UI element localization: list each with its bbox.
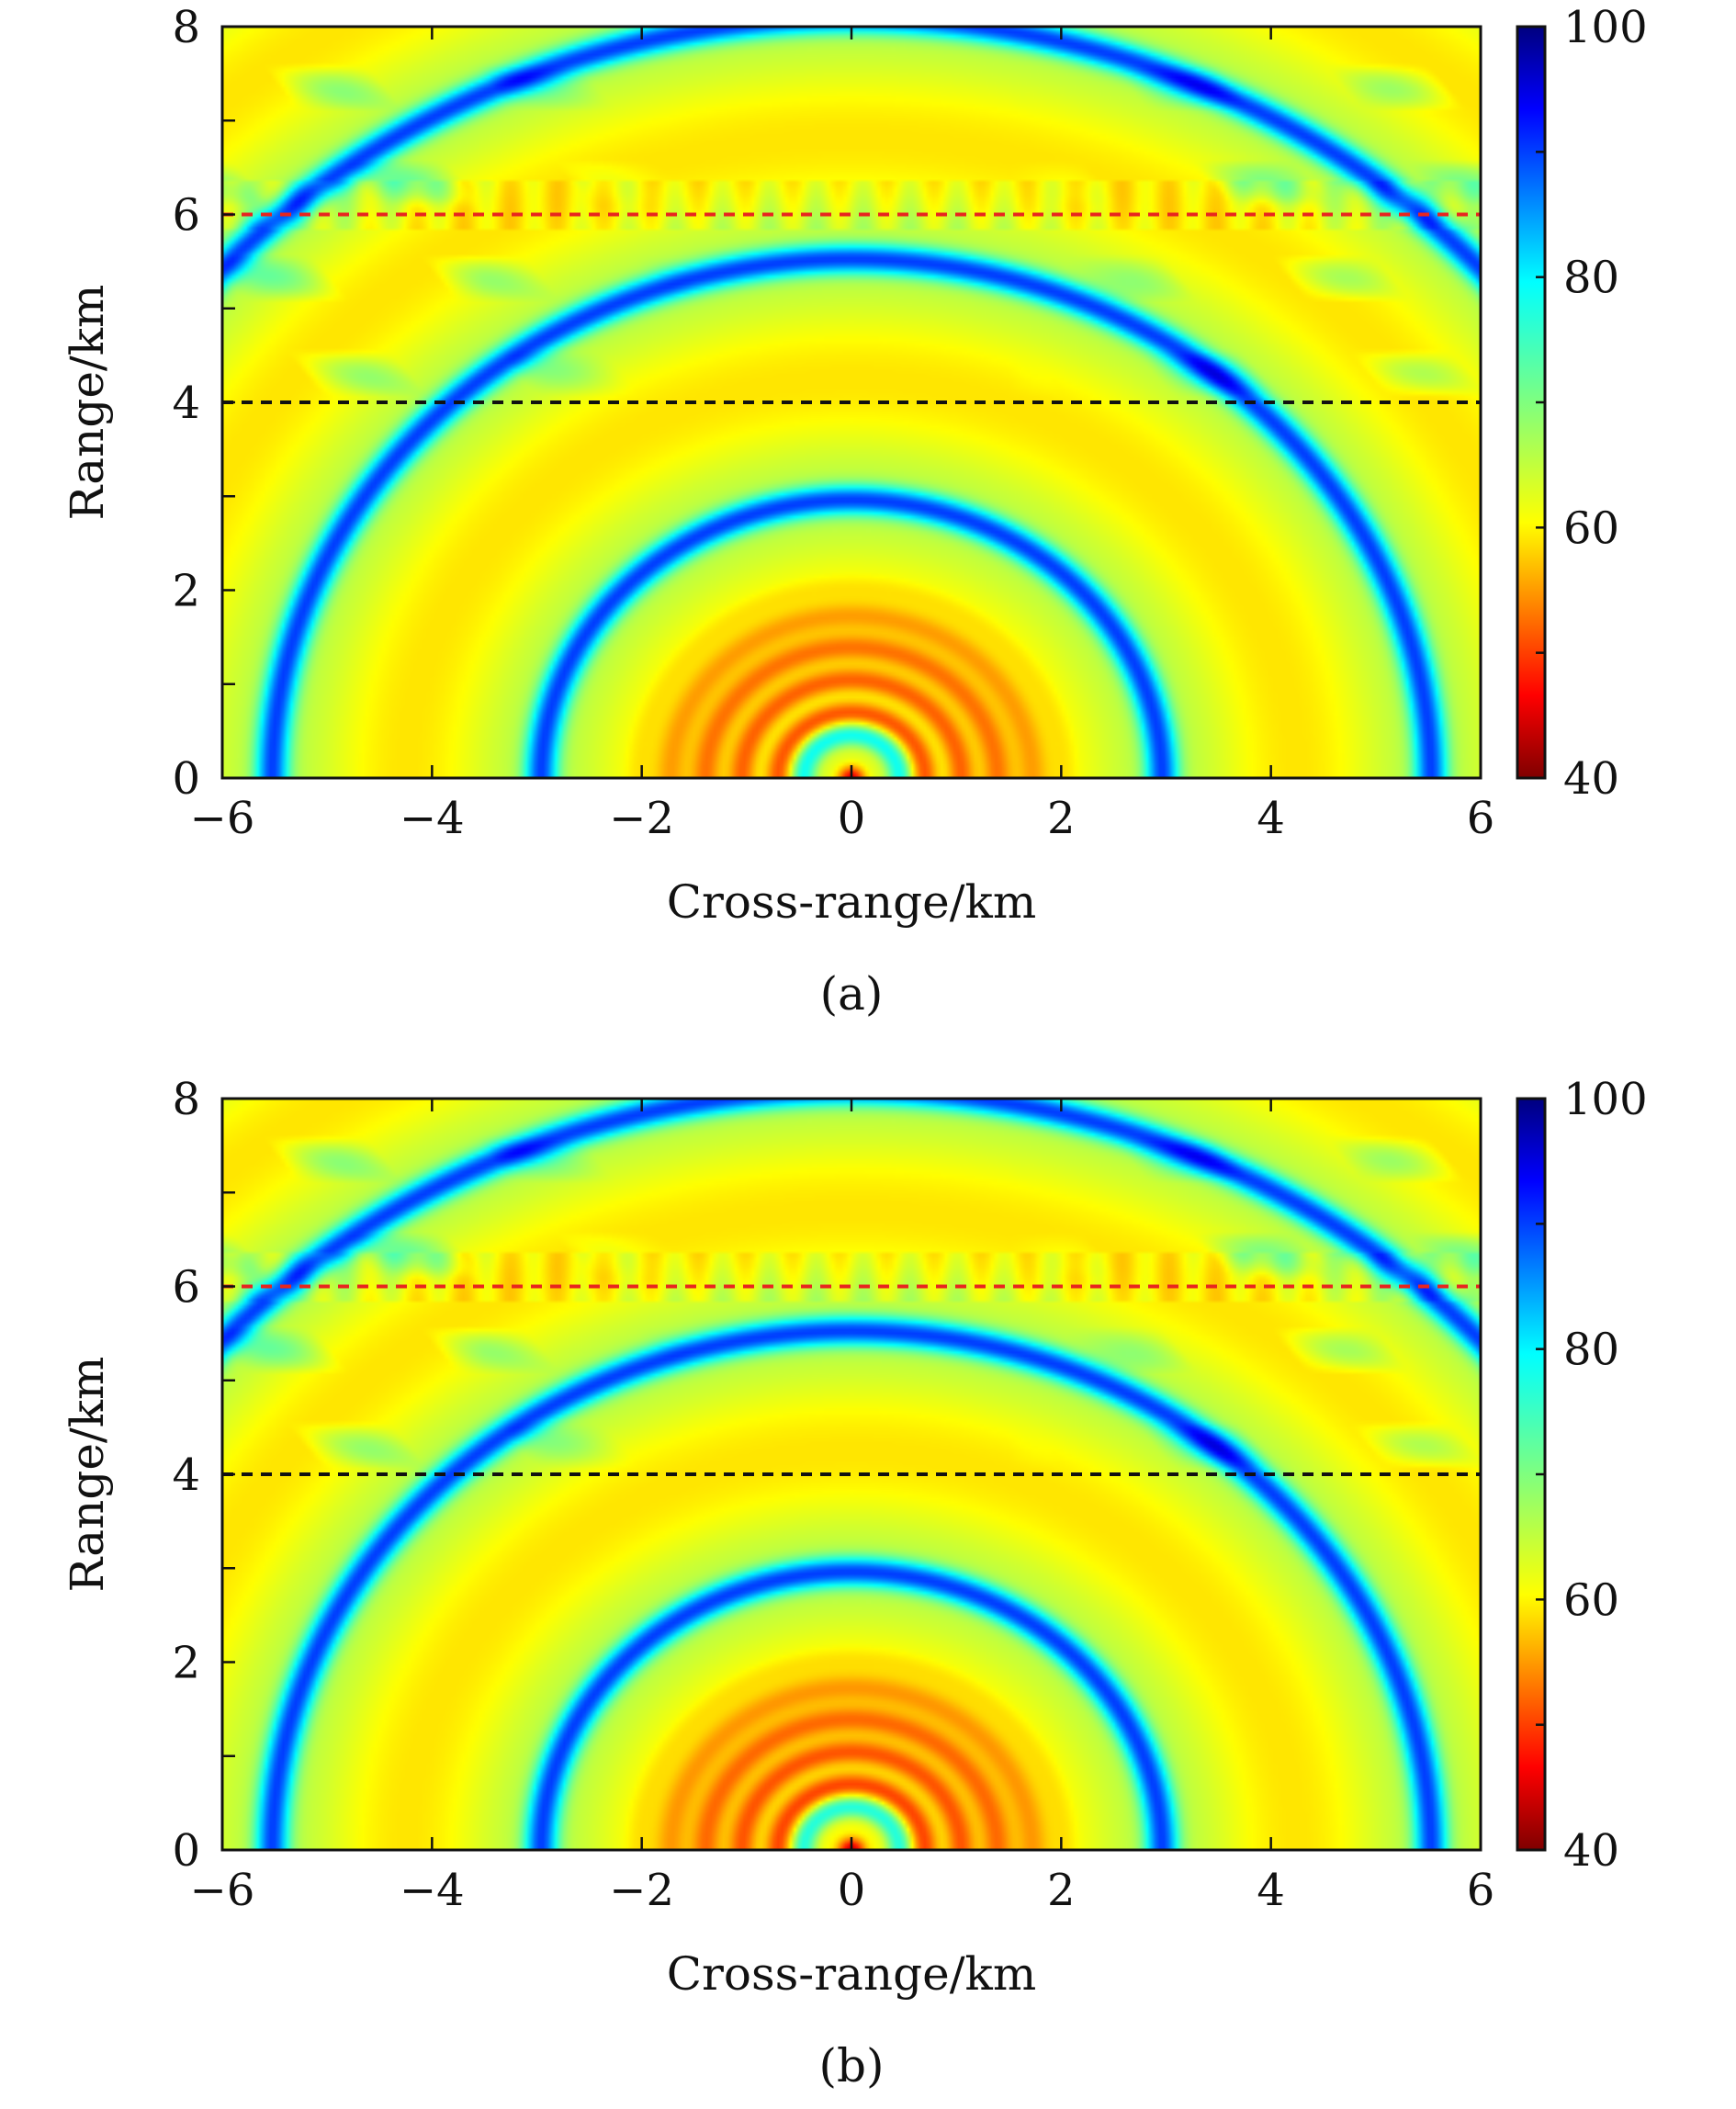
panel-b: −6 −4 −2 0 2 4 602468Cross-range/kmRange/km(b)… (61, 1074, 1648, 2092)
colorbar-tick-label: 100 (1563, 1074, 1648, 1125)
colorbar-tick-label: 100 (1563, 2, 1648, 53)
y-axis-label: Range/km (61, 285, 114, 521)
y-tick-label: 2 (172, 1638, 200, 1689)
x-tick-label: 4 (1257, 1865, 1285, 1916)
x-tick-label: 4 (1257, 793, 1285, 844)
panel-label: (b) (818, 2039, 884, 2092)
y-tick-label: 6 (172, 1262, 200, 1314)
x-tick-label: 0 (838, 793, 866, 844)
colorbar-tick-label: 40 (1563, 1825, 1619, 1877)
x-tick-label: 2 (1047, 793, 1076, 844)
x-tick-label: 2 (1047, 1865, 1076, 1916)
x-tick-label: 0 (838, 1865, 866, 1916)
y-tick-label: 8 (172, 2, 200, 53)
y-tick-label: 0 (172, 1825, 200, 1877)
x-tick-label: 6 (1467, 793, 1495, 844)
colorbar-tick-label: 60 (1563, 502, 1619, 554)
x-tick-label: −2 (609, 793, 674, 844)
colorbar-tick-label: 80 (1563, 1325, 1619, 1376)
colorbar-tick-label: 40 (1563, 753, 1619, 805)
x-axis-label: Cross-range/km (667, 1947, 1037, 2001)
x-axis-label: Cross-range/km (667, 875, 1037, 929)
panel-a: −6 −4 −2 0 2 4 602468Cross-range/kmRange/km(a)… (61, 2, 1648, 1021)
y-tick-label: 0 (172, 753, 200, 805)
x-tick-label: 6 (1467, 1865, 1495, 1916)
x-tick-label: −4 (400, 1865, 465, 1916)
x-tick-label: −6 (190, 793, 255, 844)
colorbar-tick-label: 80 (1563, 253, 1619, 304)
y-axis-label: Range/km (61, 1357, 114, 1593)
y-tick-label: 8 (172, 1074, 200, 1125)
y-tick-label: 4 (172, 378, 200, 429)
y-tick-label: 2 (172, 566, 200, 617)
x-tick-label: −4 (400, 793, 465, 844)
y-tick-label: 6 (172, 190, 200, 242)
panel-label: (a) (820, 967, 884, 1021)
y-tick-label: 4 (172, 1449, 200, 1501)
x-tick-label: −2 (609, 1865, 674, 1916)
x-tick-label: −6 (190, 1865, 255, 1916)
colorbar-tick-label: 60 (1563, 1574, 1619, 1626)
